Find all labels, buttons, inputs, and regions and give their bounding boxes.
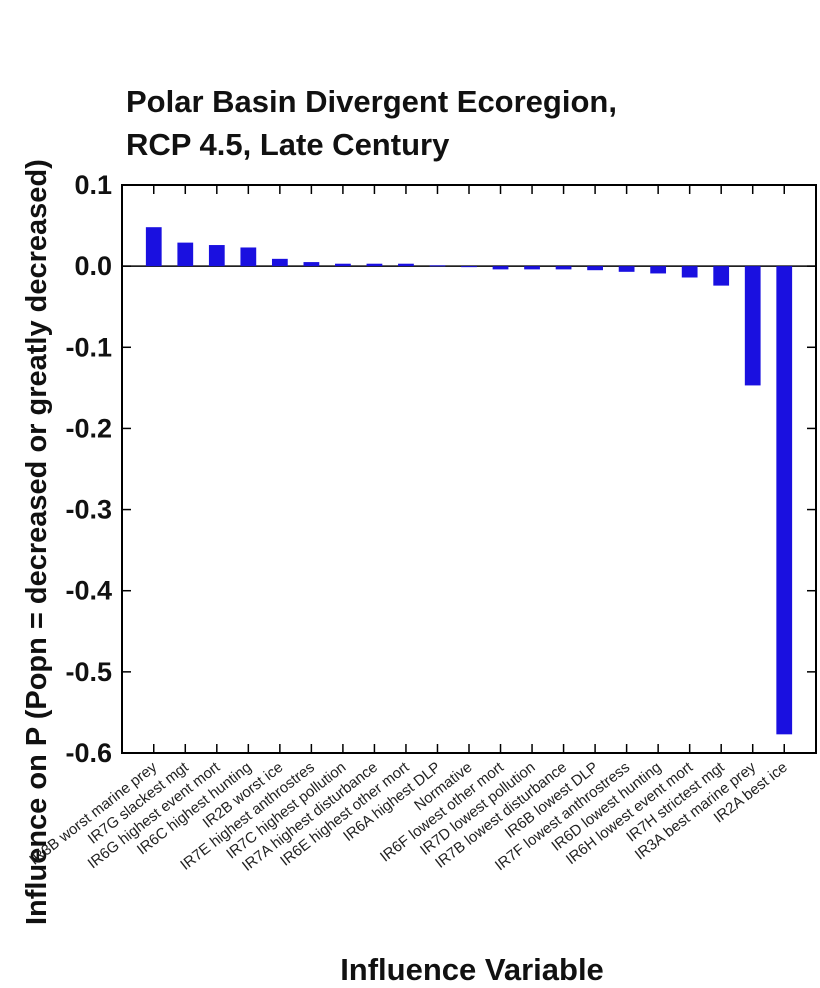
- bar: [681, 266, 698, 278]
- chart-title-line-2: RCP 4.5, Late Century: [126, 127, 450, 162]
- y-tick-label: 0.0: [74, 251, 112, 281]
- y-tick-label: -0.1: [65, 332, 112, 362]
- bar: [587, 266, 603, 271]
- y-tick-label: -0.6: [65, 738, 112, 768]
- y-tick-label: -0.5: [65, 657, 112, 687]
- bar: [776, 266, 793, 735]
- bar: [524, 266, 540, 270]
- y-axis-label: Influence on P (Popn = decreased or grea…: [21, 159, 53, 925]
- chart-title-line-1: Polar Basin Divergent Ecoregion,: [126, 84, 617, 119]
- bar: [398, 263, 414, 267]
- bar: [366, 263, 383, 267]
- bar: [145, 227, 162, 267]
- bar: [429, 265, 446, 267]
- bar: [240, 247, 257, 267]
- bar: [492, 266, 509, 270]
- y-tick-label: -0.4: [65, 576, 112, 606]
- x-axis-label: Influence Variable: [340, 952, 604, 987]
- bar: [303, 262, 320, 267]
- bar: [271, 258, 288, 267]
- bar: [208, 245, 225, 267]
- plot-frame: [121, 184, 817, 754]
- bar: [335, 263, 351, 267]
- bar: [177, 242, 194, 267]
- bar: [461, 266, 477, 268]
- bar: [555, 266, 572, 270]
- y-tick-label: -0.2: [65, 413, 112, 443]
- bar: [744, 266, 761, 386]
- y-tick-label: -0.3: [65, 495, 112, 525]
- bar: [713, 266, 730, 286]
- bar: [618, 266, 635, 272]
- y-tick-label: 0.1: [74, 170, 112, 200]
- bar: [650, 266, 667, 274]
